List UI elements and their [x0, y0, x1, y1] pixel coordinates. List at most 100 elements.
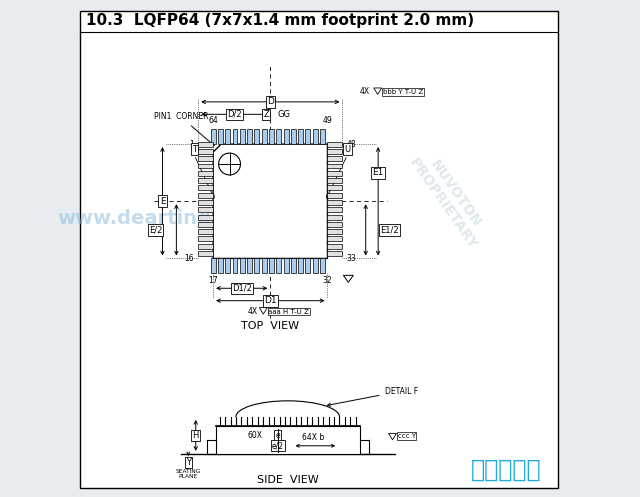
Text: 64: 64 — [208, 116, 218, 125]
Text: Z: Z — [264, 110, 269, 119]
Text: 10.3  LQFP64 (7x7x1.4 mm footprint 2.0 mm): 10.3 LQFP64 (7x7x1.4 mm footprint 2.0 mm… — [86, 13, 474, 28]
Bar — [328, 156, 342, 161]
Bar — [328, 178, 342, 183]
Text: 深圳宏力捧: 深圳宏力捧 — [471, 458, 541, 482]
Bar — [198, 215, 213, 220]
Bar — [198, 251, 213, 256]
Text: e/2: e/2 — [272, 441, 284, 450]
Bar — [328, 222, 342, 227]
Bar — [305, 129, 310, 144]
Bar — [320, 129, 325, 144]
Bar — [262, 129, 267, 144]
Text: 17: 17 — [209, 276, 218, 285]
Bar — [198, 164, 213, 168]
Text: H: H — [193, 431, 199, 440]
Text: GG: GG — [278, 110, 291, 119]
Bar — [218, 258, 223, 273]
Bar — [254, 129, 259, 144]
Bar — [284, 129, 289, 144]
Bar — [240, 258, 244, 273]
Text: 33: 33 — [346, 254, 356, 263]
Text: 49: 49 — [323, 116, 332, 125]
Text: E: E — [159, 197, 165, 206]
Text: e: e — [275, 431, 280, 440]
Bar — [328, 244, 342, 248]
Bar — [328, 149, 342, 154]
Text: 64X b: 64X b — [302, 433, 324, 442]
Bar — [298, 129, 303, 144]
Text: bbb Y T-U Z: bbb Y T-U Z — [383, 89, 423, 95]
Bar — [240, 129, 244, 144]
Bar — [198, 171, 213, 176]
Bar — [211, 258, 216, 273]
Text: D1: D1 — [264, 296, 276, 305]
Text: E1/2: E1/2 — [380, 225, 399, 235]
Bar — [232, 129, 237, 144]
Polygon shape — [213, 144, 328, 258]
Text: D1/2: D1/2 — [232, 284, 252, 293]
Text: 4X: 4X — [248, 307, 258, 316]
Text: E/2: E/2 — [149, 225, 162, 235]
Bar — [211, 129, 216, 144]
Bar — [291, 129, 296, 144]
Circle shape — [219, 153, 241, 175]
Text: TOP  VIEW: TOP VIEW — [241, 321, 300, 331]
Bar — [198, 207, 213, 212]
Bar — [291, 258, 296, 273]
Text: 32: 32 — [323, 276, 332, 285]
Text: Y: Y — [186, 458, 191, 467]
Bar — [328, 251, 342, 256]
Bar — [320, 258, 325, 273]
Bar — [328, 164, 342, 168]
Bar — [198, 200, 213, 205]
Bar — [313, 129, 317, 144]
Bar — [198, 142, 213, 147]
Bar — [198, 222, 213, 227]
Text: E1: E1 — [372, 168, 384, 177]
Bar — [305, 258, 310, 273]
Bar — [247, 258, 252, 273]
Polygon shape — [259, 308, 268, 314]
Text: SEATING
PLANE: SEATING PLANE — [175, 469, 201, 480]
Bar — [276, 129, 281, 144]
Bar — [328, 229, 342, 234]
Bar — [198, 193, 213, 198]
Bar — [232, 258, 237, 273]
Bar — [198, 237, 213, 242]
Polygon shape — [374, 88, 381, 94]
Text: D: D — [267, 97, 274, 106]
Bar — [276, 258, 281, 273]
Bar — [269, 129, 274, 144]
Text: www.dearting.com: www.dearting.com — [58, 209, 264, 228]
Bar — [216, 426, 360, 454]
Bar — [218, 129, 223, 144]
Text: T: T — [192, 145, 196, 154]
Bar — [198, 229, 213, 234]
Bar — [198, 178, 213, 183]
Polygon shape — [343, 275, 353, 282]
Bar — [328, 171, 342, 176]
Text: ccc Y: ccc Y — [397, 433, 415, 439]
Text: 60X: 60X — [248, 431, 263, 440]
Bar — [269, 258, 274, 273]
Bar — [328, 215, 342, 220]
Bar — [313, 258, 317, 273]
Bar — [284, 258, 289, 273]
Text: DETAIL F: DETAIL F — [328, 387, 418, 406]
Polygon shape — [388, 433, 397, 440]
Text: 16: 16 — [184, 254, 195, 263]
Text: 4X: 4X — [360, 87, 370, 96]
Text: PIN1  CORNER: PIN1 CORNER — [154, 112, 214, 146]
Bar — [247, 129, 252, 144]
Bar — [198, 244, 213, 248]
Text: U: U — [344, 145, 350, 154]
Bar — [262, 258, 267, 273]
Bar — [328, 237, 342, 242]
Bar — [328, 193, 342, 198]
Bar — [328, 207, 342, 212]
Bar — [225, 129, 230, 144]
Bar — [225, 258, 230, 273]
Bar — [298, 258, 303, 273]
Bar — [198, 185, 213, 190]
Text: aaa H T-U Z: aaa H T-U Z — [268, 309, 309, 315]
